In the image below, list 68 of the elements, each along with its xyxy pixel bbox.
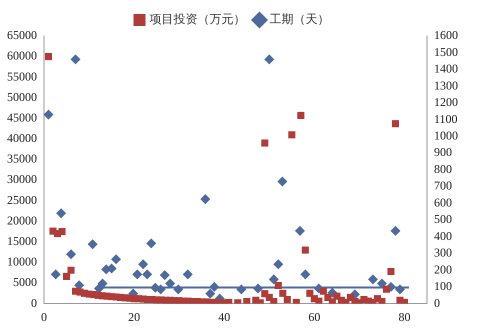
y2-tick-label: 500 bbox=[434, 212, 452, 226]
point bbox=[156, 284, 166, 294]
y-tick-label: 65000 bbox=[7, 28, 37, 42]
y2-tick-label: 400 bbox=[434, 228, 452, 243]
x-tick-label: 40 bbox=[218, 310, 230, 324]
point bbox=[390, 226, 400, 236]
point bbox=[44, 110, 54, 120]
point bbox=[205, 288, 216, 299]
point bbox=[132, 269, 142, 280]
y2-tick-label: 1000 bbox=[434, 128, 458, 143]
x-tick-label: 0 bbox=[41, 310, 47, 324]
point bbox=[300, 269, 310, 280]
x-tick-label: 80 bbox=[398, 310, 410, 324]
y2-tick-label: 1600 bbox=[434, 28, 458, 42]
y-tick-label: 45000 bbox=[7, 110, 37, 124]
y-tick-label: 20000 bbox=[7, 213, 37, 228]
point bbox=[277, 176, 288, 187]
point bbox=[268, 274, 279, 284]
point bbox=[88, 239, 98, 250]
x-tick-label: 20 bbox=[128, 310, 140, 324]
y-tick-label: 60000 bbox=[7, 48, 37, 63]
y-tick-label: 25000 bbox=[7, 192, 37, 207]
point bbox=[173, 284, 184, 294]
point bbox=[182, 269, 193, 280]
point bbox=[209, 282, 220, 292]
point bbox=[56, 208, 66, 218]
y-tick-label: 55000 bbox=[7, 69, 37, 84]
legend-label: 工期（天） bbox=[270, 12, 330, 26]
y2-tick-label: 1500 bbox=[434, 44, 458, 59]
point bbox=[142, 269, 152, 280]
point bbox=[253, 284, 264, 294]
point bbox=[98, 278, 108, 289]
y-tick-label: 30000 bbox=[7, 172, 37, 186]
y-tick-label: 5000 bbox=[13, 275, 37, 290]
y2-tick-label: 900 bbox=[434, 145, 452, 160]
x-tick-label: 60 bbox=[308, 310, 320, 324]
y-tick-label: 35000 bbox=[7, 152, 37, 166]
y-tick-label: 0 bbox=[31, 296, 37, 310]
point bbox=[66, 249, 76, 260]
y2-tick-label: 0 bbox=[434, 296, 440, 310]
y2-tick-label: 700 bbox=[434, 178, 452, 193]
legend-label: 项目投资（万元） bbox=[150, 12, 246, 26]
point bbox=[394, 284, 405, 294]
y-tick-label: 40000 bbox=[7, 131, 37, 146]
y-tick-label: 10000 bbox=[7, 254, 37, 269]
y2-tick-label: 100 bbox=[434, 279, 452, 294]
y-tick-label: 50000 bbox=[7, 90, 37, 104]
point bbox=[50, 269, 61, 280]
point bbox=[160, 270, 170, 280]
y2-tick-label: 1200 bbox=[434, 95, 458, 110]
point bbox=[70, 54, 81, 64]
y2-tick-label: 1300 bbox=[434, 78, 458, 92]
point bbox=[111, 254, 122, 264]
y-tick-label: 15000 bbox=[7, 234, 37, 248]
point bbox=[146, 238, 156, 248]
point bbox=[294, 226, 305, 236]
y2-tick-label: 200 bbox=[434, 262, 452, 276]
point bbox=[138, 259, 148, 270]
y2-tick-label: 600 bbox=[434, 195, 452, 210]
point bbox=[273, 259, 284, 270]
y2-tick-label: 800 bbox=[434, 162, 452, 176]
point bbox=[264, 54, 274, 64]
point bbox=[236, 284, 246, 294]
y2-tick-label: 300 bbox=[434, 246, 452, 260]
point bbox=[200, 194, 210, 204]
y2-tick-label: 1400 bbox=[434, 62, 458, 76]
point bbox=[368, 274, 378, 284]
y2-tick-label: 1100 bbox=[434, 112, 458, 126]
